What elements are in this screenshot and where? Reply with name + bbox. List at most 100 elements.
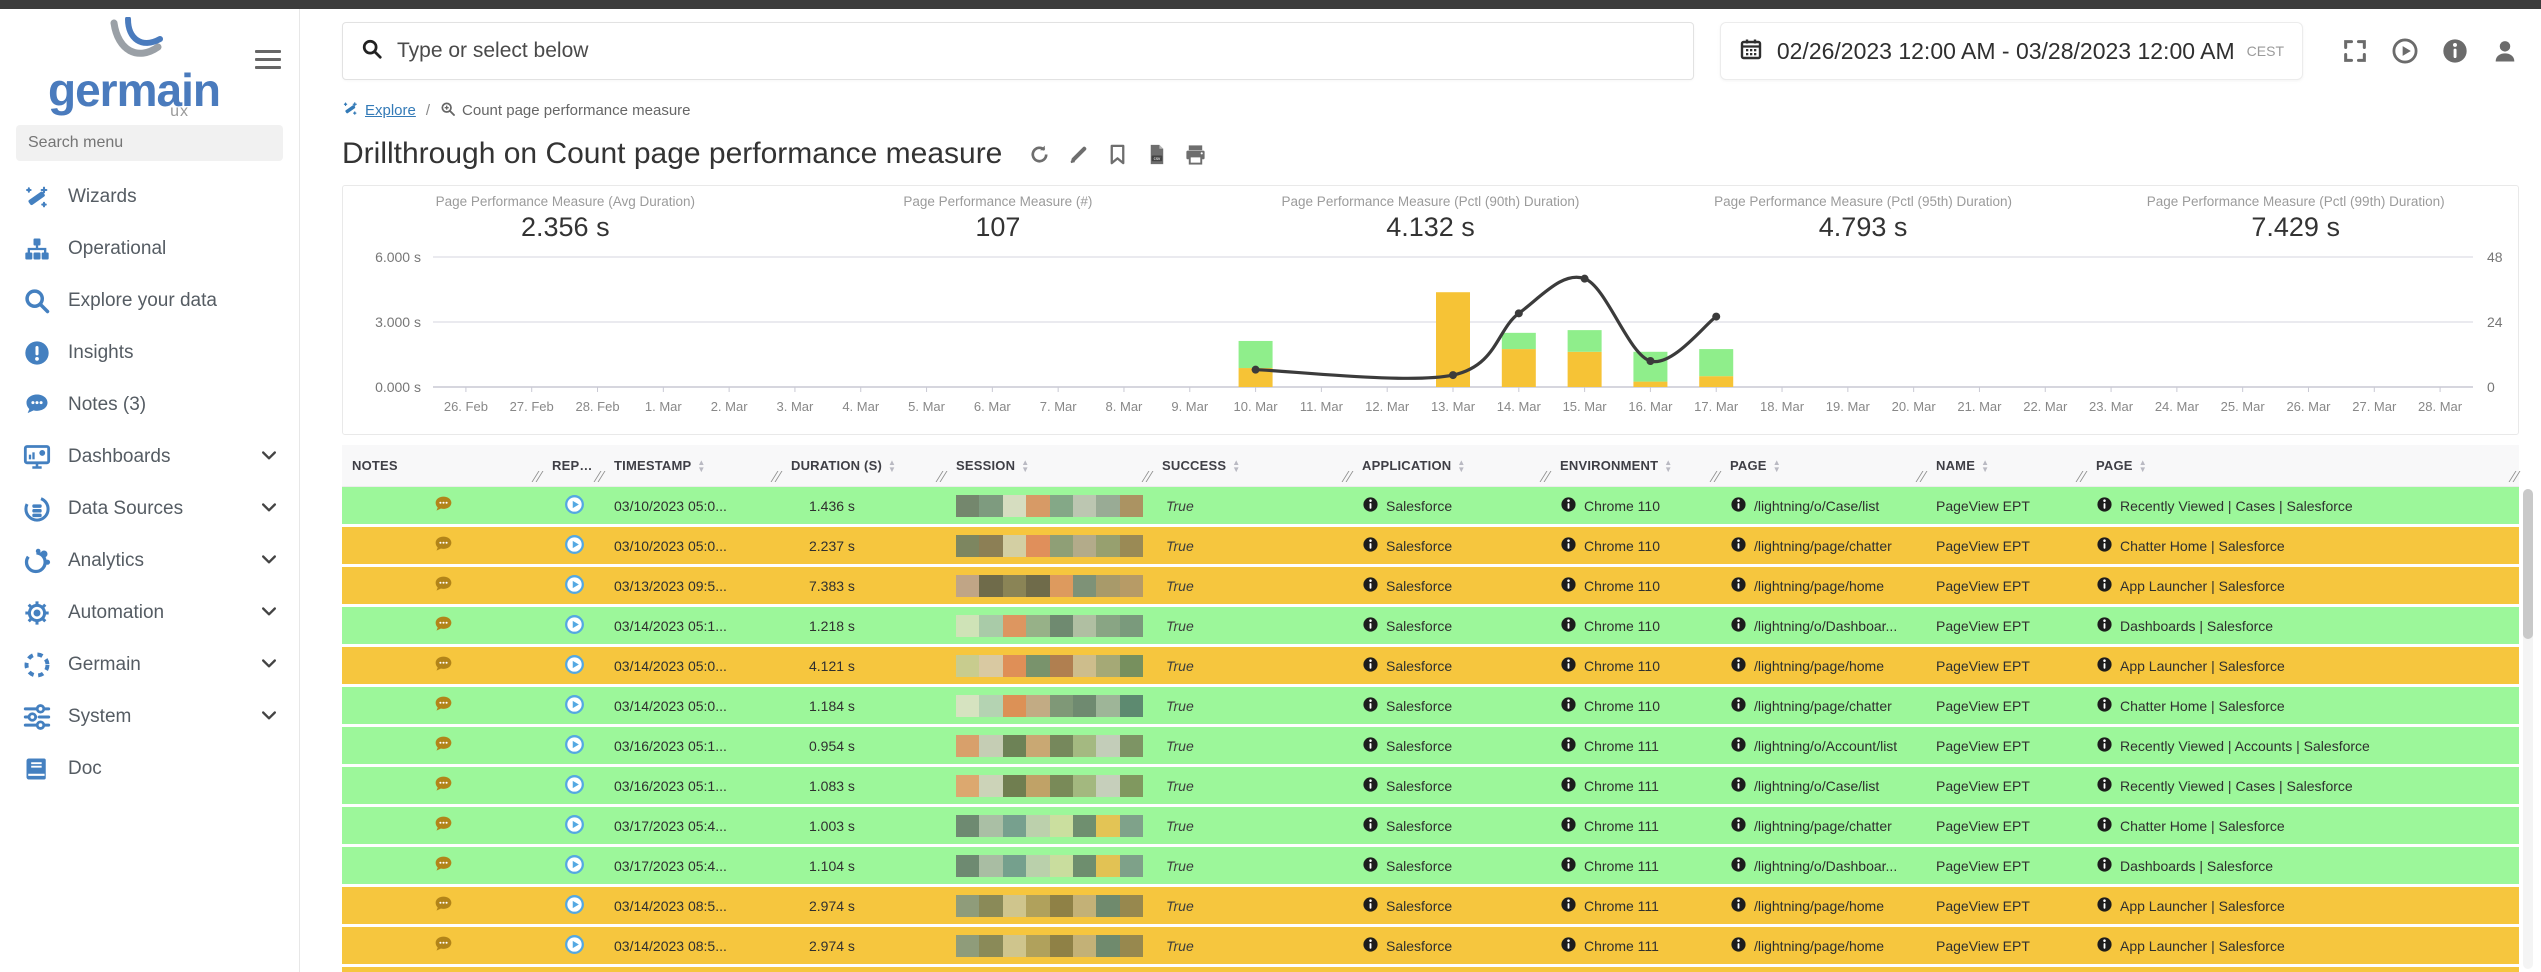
- replay-icon[interactable]: [564, 894, 585, 918]
- info-badge-icon[interactable]: [1560, 696, 1577, 716]
- info-badge-icon[interactable]: [2096, 816, 2113, 836]
- session-heatmap[interactable]: [956, 775, 1143, 797]
- hamburger-menu-icon[interactable]: [255, 45, 281, 74]
- play-circle-icon[interactable]: [2391, 37, 2419, 65]
- info-badge-icon[interactable]: [1362, 576, 1379, 596]
- info-badge-icon[interactable]: [2096, 656, 2113, 676]
- note-bubble-icon[interactable]: [433, 934, 454, 958]
- info-badge-icon[interactable]: [1362, 496, 1379, 516]
- table-scrollbar[interactable]: [2523, 489, 2533, 969]
- column-header-timestamp[interactable]: TIMESTAMP▲▼: [604, 445, 781, 486]
- table-row[interactable]: 03/14/2023 08:5...2.974 sTrueSalesforceC…: [342, 887, 2519, 924]
- info-badge-icon[interactable]: [1730, 936, 1747, 956]
- sidebar-item-system[interactable]: System: [0, 691, 299, 743]
- column-header-page[interactable]: PAGE▲▼: [1720, 445, 1926, 486]
- session-heatmap[interactable]: [956, 855, 1143, 877]
- bar-segment-green[interactable]: [1633, 352, 1667, 382]
- note-bubble-icon[interactable]: [433, 534, 454, 558]
- info-badge-icon[interactable]: [1362, 696, 1379, 716]
- sidebar-item-explore-your-data[interactable]: Explore your data: [0, 275, 299, 327]
- note-bubble-icon[interactable]: [433, 774, 454, 798]
- info-badge-icon[interactable]: [1730, 856, 1747, 876]
- session-heatmap[interactable]: [956, 535, 1143, 557]
- info-badge-icon[interactable]: [1560, 496, 1577, 516]
- refresh-icon[interactable]: [1028, 143, 1051, 166]
- info-badge-icon[interactable]: [1362, 536, 1379, 556]
- info-badge-icon[interactable]: [1560, 936, 1577, 956]
- sidebar-search[interactable]: [16, 125, 283, 161]
- chevron-down-icon[interactable]: [259, 549, 279, 574]
- replay-icon[interactable]: [564, 494, 585, 518]
- session-heatmap[interactable]: [956, 655, 1143, 677]
- column-header-session[interactable]: SESSION▲▼: [946, 445, 1152, 486]
- info-badge-icon[interactable]: [1362, 616, 1379, 636]
- line-point[interactable]: [1581, 275, 1589, 283]
- session-heatmap[interactable]: [956, 815, 1143, 837]
- sidebar-item-notes-3[interactable]: Notes (3): [0, 379, 299, 431]
- info-badge-icon[interactable]: [1730, 736, 1747, 756]
- note-bubble-icon[interactable]: [433, 574, 454, 598]
- info-badge-icon[interactable]: [1730, 656, 1747, 676]
- sidebar-item-doc[interactable]: Doc: [0, 743, 299, 795]
- session-heatmap[interactable]: [956, 895, 1143, 917]
- chevron-down-icon[interactable]: [259, 497, 279, 522]
- table-row[interactable]: 03/16/2023 05:1...0.954 sTrueSalesforceC…: [342, 727, 2519, 764]
- info-badge-icon[interactable]: [1560, 536, 1577, 556]
- session-heatmap[interactable]: [956, 495, 1143, 517]
- info-badge-icon[interactable]: [1730, 536, 1747, 556]
- session-heatmap[interactable]: [956, 935, 1143, 957]
- sort-arrows-icon[interactable]: ▲▼: [697, 459, 705, 473]
- info-badge-icon[interactable]: [2096, 896, 2113, 916]
- note-bubble-icon[interactable]: [433, 814, 454, 838]
- info-badge-icon[interactable]: [1730, 816, 1747, 836]
- replay-icon[interactable]: [564, 814, 585, 838]
- bar-segment-green[interactable]: [1699, 349, 1733, 376]
- column-header-success[interactable]: SUCCESS▲▼: [1152, 445, 1352, 486]
- note-bubble-icon[interactable]: [433, 854, 454, 878]
- sort-arrows-icon[interactable]: ▲▼: [888, 459, 896, 473]
- sort-arrows-icon[interactable]: ▲▼: [1664, 459, 1672, 473]
- session-heatmap[interactable]: [956, 575, 1143, 597]
- table-row[interactable]: 03/14/2023 05:0...1.184 sTrueSalesforceC…: [342, 687, 2519, 724]
- sort-arrows-icon[interactable]: ▲▼: [2139, 459, 2147, 473]
- line-point[interactable]: [1515, 309, 1523, 317]
- replay-icon[interactable]: [564, 774, 585, 798]
- bar-segment-green[interactable]: [1502, 333, 1536, 349]
- replay-icon[interactable]: [564, 654, 585, 678]
- note-bubble-icon[interactable]: [433, 614, 454, 638]
- replay-icon[interactable]: [564, 614, 585, 638]
- column-resize-handle[interactable]: [2509, 471, 2521, 482]
- replay-icon[interactable]: [564, 694, 585, 718]
- bar-segment-yellow[interactable]: [1568, 352, 1602, 387]
- sidebar-item-analytics[interactable]: Analytics: [0, 535, 299, 587]
- info-badge-icon[interactable]: [1560, 856, 1577, 876]
- info-badge-icon[interactable]: [1560, 576, 1577, 596]
- global-search-input[interactable]: [397, 39, 1675, 63]
- sidebar-item-automation[interactable]: Automation: [0, 587, 299, 639]
- csv-file-icon[interactable]: csv: [1145, 143, 1168, 166]
- sort-arrows-icon[interactable]: ▲▼: [1457, 459, 1465, 473]
- table-row[interactable]: 03/16/2023 05:1...1.083 sTrueSalesforceC…: [342, 767, 2519, 804]
- replay-icon[interactable]: [564, 534, 585, 558]
- bar-segment-yellow[interactable]: [1502, 349, 1536, 387]
- chevron-down-icon[interactable]: [259, 705, 279, 730]
- info-badge-icon[interactable]: [1560, 736, 1577, 756]
- table-row[interactable]: 03/14/2023 08:5...2.974 sTrueSalesforceC…: [342, 927, 2519, 964]
- table-row[interactable]: 03/14/2023 05:1...1.218 sTrueSalesforceC…: [342, 607, 2519, 644]
- info-badge-icon[interactable]: [1730, 776, 1747, 796]
- info-badge-icon[interactable]: [1730, 616, 1747, 636]
- note-bubble-icon[interactable]: [433, 734, 454, 758]
- pencil-icon[interactable]: [1067, 143, 1090, 166]
- table-scrollbar-thumb[interactable]: [2523, 489, 2533, 639]
- info-badge-icon[interactable]: [2096, 936, 2113, 956]
- sort-arrows-icon[interactable]: ▲▼: [1232, 459, 1240, 473]
- info-badge-icon[interactable]: [1362, 736, 1379, 756]
- fullscreen-icon[interactable]: [2341, 37, 2369, 65]
- info-badge-icon[interactable]: [1362, 896, 1379, 916]
- session-heatmap[interactable]: [956, 695, 1143, 717]
- note-bubble-icon[interactable]: [433, 494, 454, 518]
- info-badge-icon[interactable]: [1362, 936, 1379, 956]
- sidebar-item-data-sources[interactable]: Data Sources: [0, 483, 299, 535]
- bookmark-icon[interactable]: [1106, 143, 1129, 166]
- note-bubble-icon[interactable]: [433, 894, 454, 918]
